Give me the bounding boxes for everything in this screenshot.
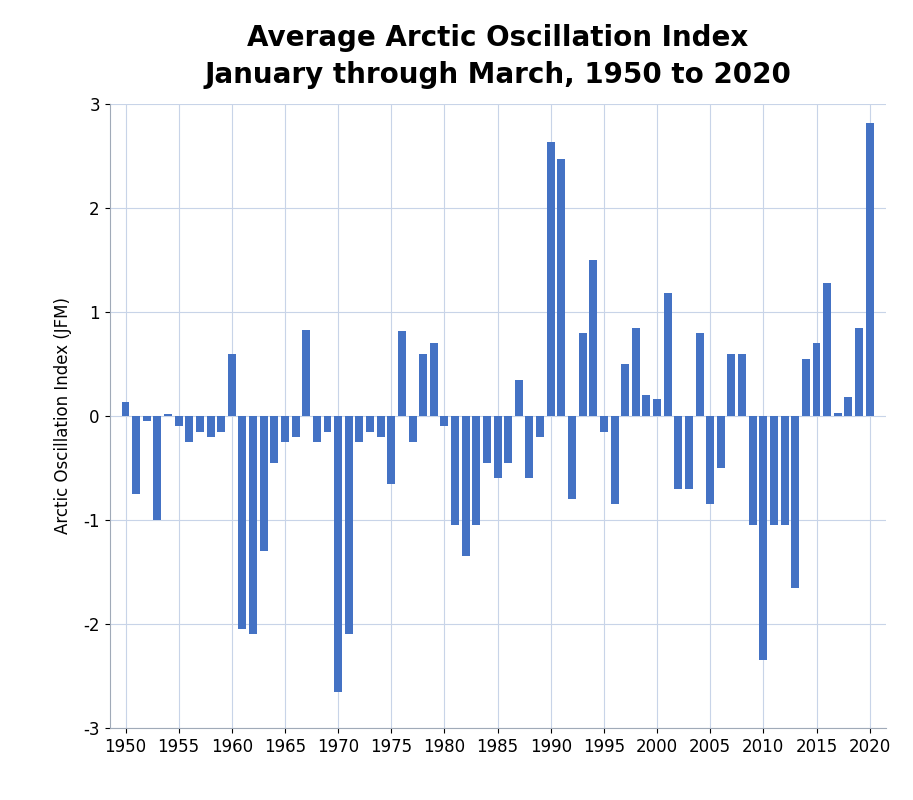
Bar [430,343,438,416]
Bar [398,330,406,416]
Bar [196,416,204,432]
Bar [717,416,725,468]
Bar [366,416,374,432]
Bar [164,414,172,416]
Bar [345,416,352,634]
Bar [419,354,427,416]
Bar [228,354,236,416]
Bar [600,416,608,432]
Bar [813,343,821,416]
Bar [259,416,268,551]
Bar [494,416,501,478]
Bar [408,416,416,442]
Bar [142,416,151,421]
Bar [653,399,661,416]
Bar [504,416,512,462]
Bar [696,333,704,416]
Bar [845,398,853,416]
Bar [206,416,215,437]
Bar [377,416,384,437]
Bar [675,416,682,489]
Bar [217,416,226,432]
Bar [174,416,183,426]
Bar [334,416,342,691]
Bar [249,416,257,634]
Bar [738,354,746,416]
Bar [866,122,874,416]
Bar [568,416,576,499]
Bar [238,416,247,629]
Bar [355,416,363,442]
Bar [451,416,459,525]
Bar [589,260,597,416]
Bar [770,416,778,525]
Bar [526,416,533,478]
Bar [483,416,491,462]
Bar [313,416,320,442]
Bar [781,416,789,525]
Y-axis label: Arctic Oscillation Index (JFM): Arctic Oscillation Index (JFM) [54,298,72,534]
Bar [472,416,480,525]
Bar [643,395,650,416]
Bar [621,364,629,416]
Bar [824,283,831,416]
Bar [536,416,544,437]
Bar [121,402,130,416]
Bar [270,416,278,462]
Bar [632,328,640,416]
Bar [579,333,587,416]
Bar [664,294,672,416]
Bar [728,354,736,416]
Bar [792,416,799,587]
Bar [515,380,523,416]
Bar [387,416,395,483]
Bar [802,358,810,416]
Bar [185,416,194,442]
Bar [302,330,310,416]
Bar [291,416,299,437]
Bar [855,328,863,416]
Bar [834,413,842,416]
Bar [132,416,140,494]
Bar [749,416,757,525]
Bar [685,416,693,489]
Bar [440,416,448,426]
Bar [153,416,162,520]
Bar [323,416,331,432]
Bar [547,142,555,416]
Bar [760,416,767,661]
Bar [462,416,469,557]
Bar [611,416,618,504]
Bar [707,416,714,504]
Bar [557,159,565,416]
Bar [281,416,289,442]
Title: Average Arctic Oscillation Index
January through March, 1950 to 2020: Average Arctic Oscillation Index January… [205,24,791,89]
